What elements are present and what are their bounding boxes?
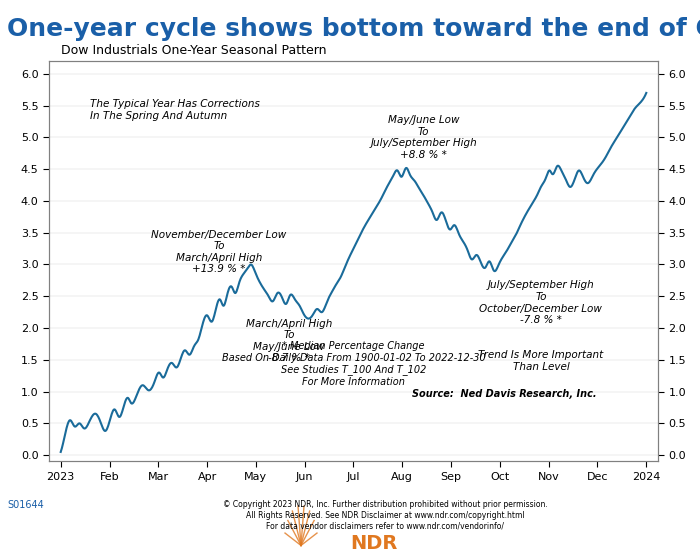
Text: July/September High
To
October/December Low
-7.8 % *: July/September High To October/December …: [480, 280, 602, 325]
Text: S01644: S01644: [7, 500, 43, 510]
Text: May/June Low
To
July/September High
+8.8 % *: May/June Low To July/September High +8.8…: [370, 115, 477, 160]
Text: March/April High
To
May/June Low
-8.7 % *: March/April High To May/June Low -8.7 % …: [246, 319, 332, 363]
Text: * Median Percentage Change
Based On Daily Data From 1900-01-02 To 2022-12-30
See: * Median Percentage Change Based On Dail…: [222, 341, 485, 387]
Text: NDR: NDR: [350, 534, 398, 553]
Text: Dow Industrials One-Year Seasonal Pattern: Dow Industrials One-Year Seasonal Patter…: [61, 44, 327, 57]
Text: The Typical Year Has Corrections
In The Spring And Autumn: The Typical Year Has Corrections In The …: [90, 100, 260, 121]
Text: Source:  Ned Davis Research, Inc.: Source: Ned Davis Research, Inc.: [412, 389, 597, 399]
Text: November/December Low
To
March/April High
+13.9 % *: November/December Low To March/April Hig…: [151, 230, 286, 274]
Text: One-year cycle shows bottom toward the end of October: One-year cycle shows bottom toward the e…: [7, 17, 700, 41]
Text: © Copyright 2023 NDR, Inc. Further distribution prohibited without prior permiss: © Copyright 2023 NDR, Inc. Further distr…: [223, 500, 547, 530]
Text: Trend Is More Important
Than Level: Trend Is More Important Than Level: [478, 350, 603, 372]
